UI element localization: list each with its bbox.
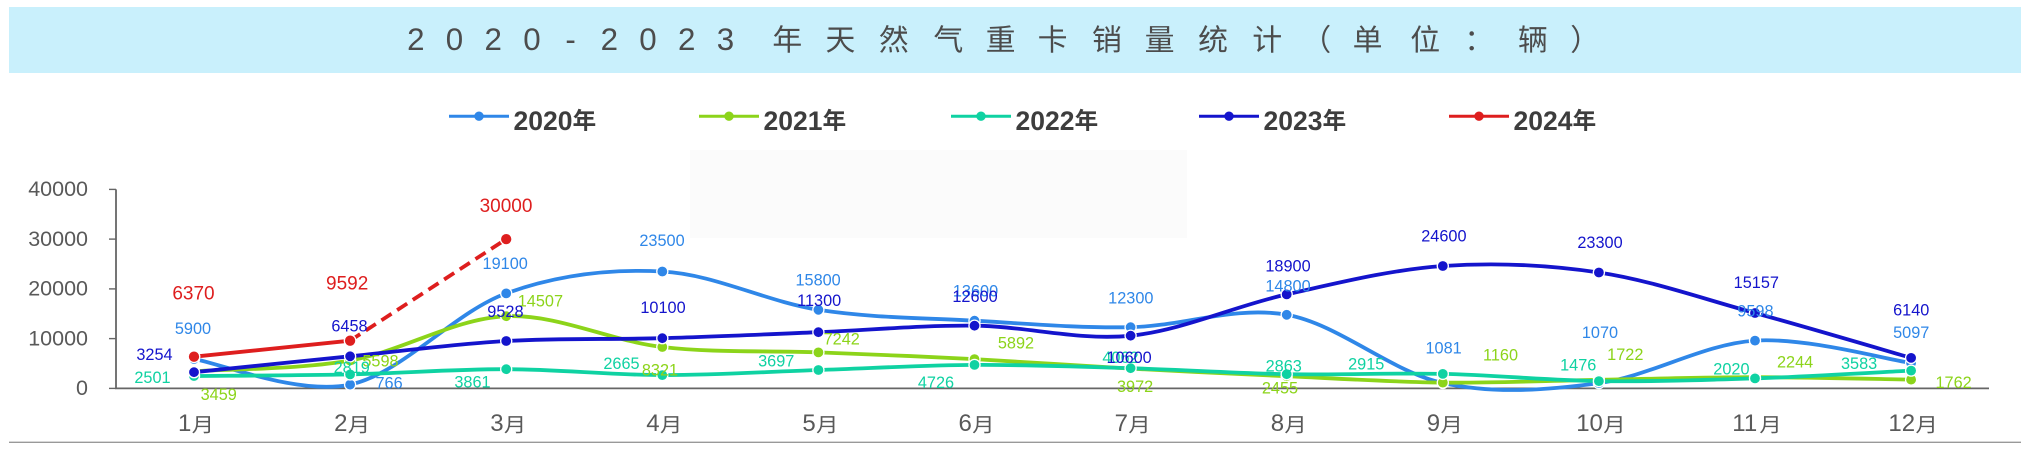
svg-text:1081: 1081 xyxy=(1425,339,1461,357)
svg-text:5598: 5598 xyxy=(362,353,398,371)
svg-text:2: 2 xyxy=(484,22,501,57)
svg-text:40000: 40000 xyxy=(28,177,88,201)
svg-text:2023: 2023 xyxy=(1264,106,1323,136)
svg-text:-: - xyxy=(565,22,575,57)
svg-text:1070: 1070 xyxy=(1582,324,1618,342)
svg-text:18900: 18900 xyxy=(1265,257,1310,275)
svg-text:0: 0 xyxy=(523,22,540,57)
svg-text:10100: 10100 xyxy=(640,299,685,317)
svg-text:14800: 14800 xyxy=(1265,277,1310,295)
svg-text:5: 5 xyxy=(802,410,815,437)
svg-text:30000: 30000 xyxy=(480,196,533,217)
svg-text:2665: 2665 xyxy=(603,355,639,373)
svg-text:3583: 3583 xyxy=(1841,355,1877,373)
svg-text:2: 2 xyxy=(601,22,618,57)
svg-text:8321: 8321 xyxy=(642,362,678,380)
svg-text:30000: 30000 xyxy=(28,227,88,251)
svg-text:2915: 2915 xyxy=(1348,355,1384,373)
svg-text:5900: 5900 xyxy=(175,320,211,338)
svg-text:2020: 2020 xyxy=(1713,361,1749,379)
svg-text:23500: 23500 xyxy=(639,232,684,250)
svg-text:1762: 1762 xyxy=(1935,374,1971,392)
svg-text:6140: 6140 xyxy=(1893,302,1929,320)
svg-text:0: 0 xyxy=(76,376,88,400)
svg-text:3697: 3697 xyxy=(758,352,794,370)
svg-text:7242: 7242 xyxy=(824,331,860,349)
svg-text:4062: 4062 xyxy=(1102,349,1138,367)
svg-text:12: 12 xyxy=(1888,410,1915,437)
svg-text:0: 0 xyxy=(639,22,656,57)
svg-text:5892: 5892 xyxy=(998,334,1034,352)
svg-text:10000: 10000 xyxy=(28,326,88,350)
svg-text:2: 2 xyxy=(407,22,424,57)
svg-text:5097: 5097 xyxy=(1893,324,1929,342)
svg-text:13600: 13600 xyxy=(953,282,998,300)
svg-text:7: 7 xyxy=(1115,410,1128,437)
svg-text:19100: 19100 xyxy=(483,255,528,273)
svg-text:3972: 3972 xyxy=(1117,378,1153,396)
svg-text:1476: 1476 xyxy=(1560,356,1596,374)
svg-text:6: 6 xyxy=(959,410,972,437)
svg-text:9528: 9528 xyxy=(487,303,523,321)
svg-text:3861: 3861 xyxy=(454,373,490,391)
svg-text:15157: 15157 xyxy=(1734,274,1779,292)
svg-text:11: 11 xyxy=(1732,410,1757,437)
svg-text:9598: 9598 xyxy=(1737,303,1773,321)
svg-text:2501: 2501 xyxy=(134,369,170,387)
svg-text:6370: 6370 xyxy=(172,283,214,304)
svg-text:2819: 2819 xyxy=(334,359,370,377)
svg-text:3254: 3254 xyxy=(136,346,172,364)
svg-text:15800: 15800 xyxy=(795,272,840,290)
svg-text:9: 9 xyxy=(1427,410,1440,437)
svg-text:3: 3 xyxy=(717,22,734,57)
svg-text:4: 4 xyxy=(646,410,659,437)
svg-text:8: 8 xyxy=(1271,410,1284,437)
svg-text:9592: 9592 xyxy=(326,274,368,295)
svg-text:2: 2 xyxy=(678,22,695,57)
svg-text:2455: 2455 xyxy=(1262,379,1298,397)
svg-text:1: 1 xyxy=(178,410,191,437)
svg-text:24600: 24600 xyxy=(1421,228,1466,246)
svg-text:3459: 3459 xyxy=(201,386,237,404)
svg-text:12300: 12300 xyxy=(1108,289,1153,307)
svg-text:23300: 23300 xyxy=(1577,234,1622,252)
svg-text:2022: 2022 xyxy=(1016,106,1075,136)
svg-text:10600: 10600 xyxy=(1106,349,1151,367)
svg-text:766: 766 xyxy=(376,374,403,392)
svg-text:4726: 4726 xyxy=(918,374,954,392)
svg-text:1722: 1722 xyxy=(1607,346,1643,364)
svg-text:2024: 2024 xyxy=(1514,106,1573,136)
svg-text:14507: 14507 xyxy=(518,293,563,311)
svg-text:10: 10 xyxy=(1576,410,1603,437)
svg-text:11300: 11300 xyxy=(797,292,841,310)
svg-text:2244: 2244 xyxy=(1777,354,1813,372)
svg-text:3: 3 xyxy=(490,410,503,437)
svg-text:12600: 12600 xyxy=(952,288,997,306)
svg-text:2020: 2020 xyxy=(514,106,573,136)
svg-text:1160: 1160 xyxy=(1483,347,1518,365)
svg-text:6458: 6458 xyxy=(331,318,367,336)
svg-text:20000: 20000 xyxy=(28,277,88,301)
svg-text:2863: 2863 xyxy=(1266,358,1302,376)
svg-text:0: 0 xyxy=(446,22,463,57)
svg-text:2: 2 xyxy=(334,410,347,437)
svg-text:2021: 2021 xyxy=(764,106,823,136)
